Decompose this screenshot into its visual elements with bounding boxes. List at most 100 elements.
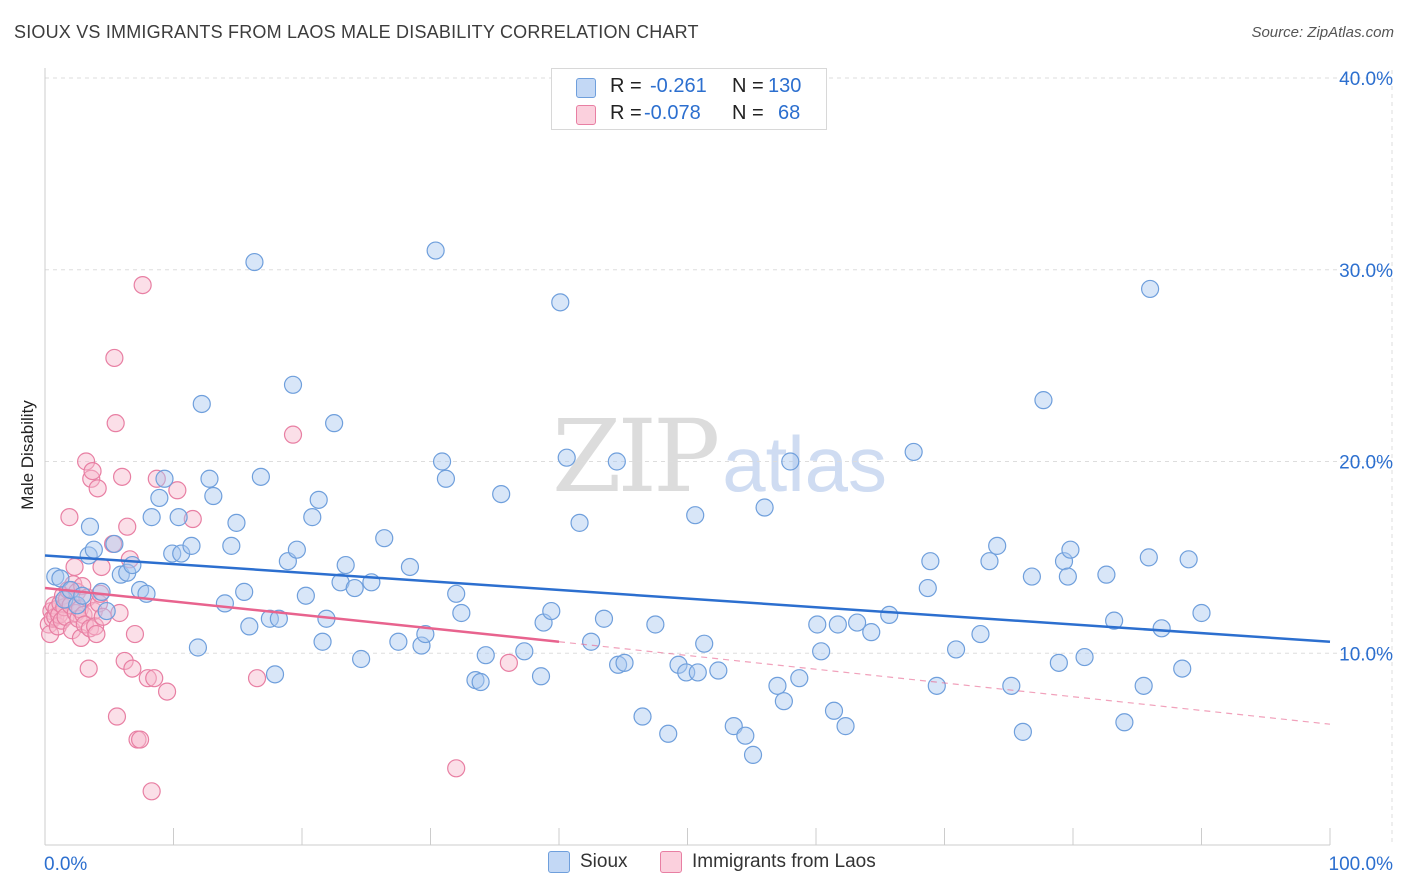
data-point-sioux — [1140, 279, 1160, 299]
data-point-sioux — [68, 596, 87, 615]
data-point-laos — [125, 624, 145, 644]
legend-r-label: R = — [610, 75, 642, 97]
data-point-sioux — [646, 615, 665, 634]
data-point-laos — [77, 452, 96, 471]
data-point-sioux — [836, 717, 855, 736]
data-point-sioux — [709, 661, 728, 680]
data-point-laos — [499, 653, 518, 672]
series-sioux-points — [46, 241, 1211, 764]
legend-swatch-laos — [660, 851, 682, 873]
data-point-sioux — [790, 669, 809, 688]
data-point-laos — [112, 467, 132, 486]
data-point-sioux — [594, 609, 614, 628]
data-point-laos — [65, 557, 84, 577]
data-point-laos — [118, 517, 137, 536]
data-point-sioux — [200, 469, 219, 488]
data-point-sioux — [1152, 619, 1171, 638]
data-point-laos — [41, 624, 60, 644]
data-point-sioux — [265, 665, 285, 684]
data-point-laos — [133, 275, 152, 295]
data-point-sioux — [980, 552, 999, 571]
data-point-laos — [157, 682, 177, 701]
data-point-laos — [247, 669, 267, 688]
data-point-sioux — [192, 394, 211, 414]
data-point-sioux — [309, 490, 328, 509]
data-point-sioux — [123, 555, 142, 575]
legend-swatch-laos — [576, 105, 596, 125]
data-point-sioux — [607, 452, 626, 471]
data-point-sioux — [375, 529, 394, 548]
data-point-laos — [83, 461, 102, 481]
data-point-sioux — [828, 615, 847, 634]
data-point-sioux — [325, 414, 344, 433]
data-point-sioux — [235, 582, 254, 601]
data-point-sioux — [688, 663, 707, 682]
data-point-laos — [447, 759, 466, 778]
data-point-sioux — [1105, 611, 1124, 630]
data-point-sioux — [389, 632, 408, 651]
data-point-sioux — [1173, 659, 1192, 678]
legend-r-label: R = — [610, 102, 642, 124]
data-point-sioux — [269, 609, 288, 628]
data-point-laos — [88, 479, 107, 498]
data-point-sioux — [426, 241, 445, 260]
data-point-sioux — [400, 557, 420, 577]
data-point-sioux — [1134, 676, 1153, 695]
data-point-laos — [123, 659, 142, 678]
data-point-sioux — [551, 293, 570, 312]
watermark-atlas: atlas — [722, 420, 888, 508]
data-point-sioux — [155, 469, 174, 488]
data-point-sioux — [557, 448, 576, 467]
legend-swatch-sioux — [548, 851, 570, 873]
data-point-sioux — [313, 632, 332, 651]
data-point-sioux — [1192, 603, 1211, 623]
data-point-sioux — [105, 534, 124, 554]
data-point-sioux — [345, 578, 364, 598]
data-point-sioux — [51, 569, 70, 588]
data-point-sioux — [287, 540, 306, 559]
legend-n-label: N = — [732, 102, 764, 124]
data-point-sioux — [921, 552, 940, 571]
data-point-laos — [79, 659, 98, 678]
y-tick-label: 40.0% — [1339, 69, 1393, 90]
data-point-sioux — [1097, 565, 1116, 584]
source-label: Source: ZipAtlas.com — [1251, 24, 1394, 41]
data-point-sioux — [609, 655, 628, 674]
data-point-sioux — [1058, 567, 1077, 586]
series-laos-points — [39, 275, 518, 801]
data-point-sioux — [927, 676, 946, 695]
data-point-sioux — [204, 486, 223, 506]
data-point-sioux — [92, 582, 111, 601]
data-point-laos — [82, 469, 101, 488]
data-point-sioux — [142, 508, 161, 527]
chart-title: SIOUX VS IMMIGRANTS FROM LAOS MALE DISAB… — [14, 22, 699, 42]
data-point-sioux — [172, 544, 191, 563]
data-point-sioux — [80, 517, 100, 536]
data-point-sioux — [1022, 567, 1041, 586]
data-point-sioux — [1054, 552, 1074, 571]
legend-n-value: 130 — [768, 75, 802, 97]
data-point-laos — [115, 651, 134, 671]
data-point-sioux — [755, 498, 774, 517]
data-point-sioux — [904, 442, 923, 462]
data-point-sioux — [918, 578, 937, 598]
data-point-sioux — [774, 692, 793, 711]
data-point-sioux — [150, 488, 169, 508]
data-point-sioux — [988, 536, 1007, 555]
data-point-sioux — [240, 617, 259, 636]
data-point-sioux — [1034, 391, 1053, 410]
data-point-laos — [107, 707, 127, 726]
data-point-sioux — [743, 745, 763, 764]
data-point-sioux — [812, 642, 831, 661]
data-point-sioux — [808, 615, 827, 634]
data-point-sioux — [447, 584, 466, 603]
data-point-sioux — [416, 624, 435, 644]
data-point-sioux — [695, 634, 714, 653]
data-point-sioux — [542, 601, 561, 621]
data-point-sioux — [245, 252, 264, 272]
legend-label-laos: Immigrants from Laos — [692, 851, 876, 873]
data-point-sioux — [515, 642, 534, 661]
trend-line-laos — [44, 586, 560, 643]
legend-row-laos: R = -0.078 N = 68 — [552, 102, 826, 128]
